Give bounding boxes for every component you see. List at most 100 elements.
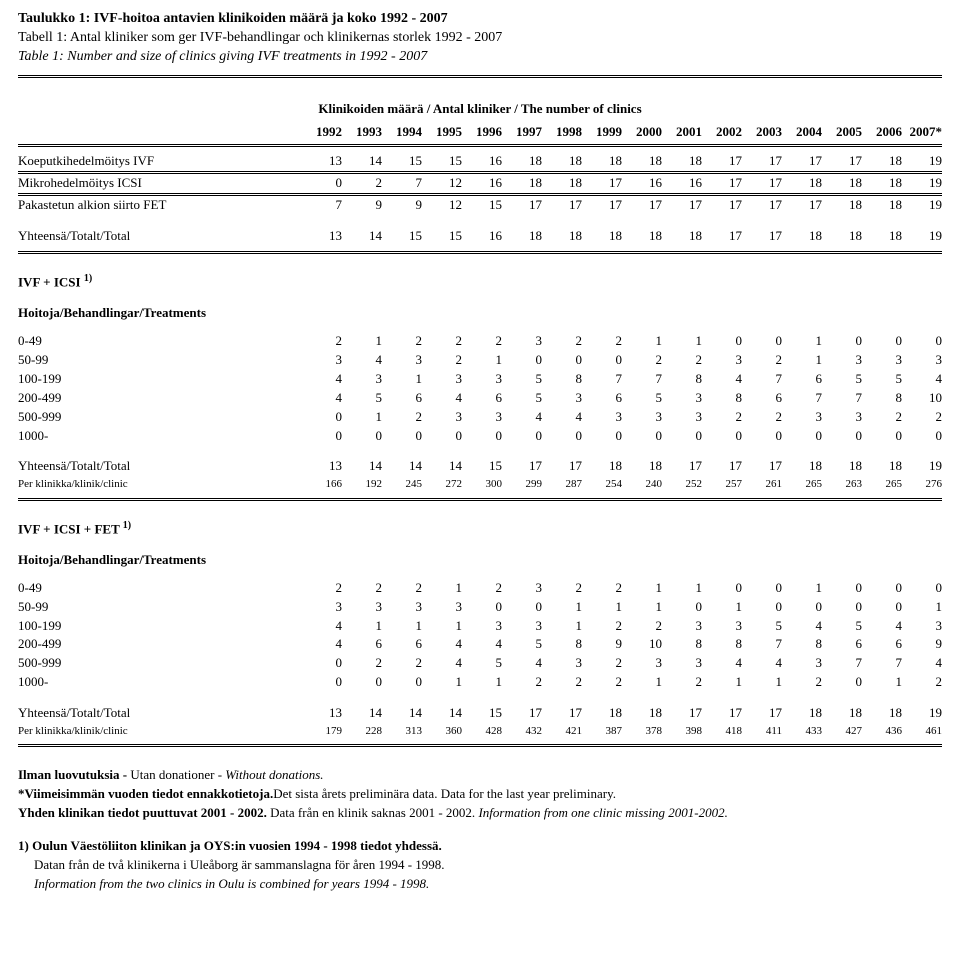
row-label: 50-99 bbox=[18, 351, 302, 370]
cell: 10 bbox=[902, 389, 942, 408]
cell: 0 bbox=[822, 579, 862, 598]
cell: 17 bbox=[742, 704, 782, 723]
cell: 1 bbox=[462, 351, 502, 370]
cell: 14 bbox=[342, 704, 382, 723]
cell: 5 bbox=[822, 370, 862, 389]
cell: 265 bbox=[782, 476, 822, 499]
cell: 2 bbox=[582, 654, 622, 673]
cell: 3 bbox=[782, 654, 822, 673]
footnote-sup: 1) bbox=[123, 520, 131, 531]
note5: Datan från de två klinikerna i Uleåborg … bbox=[18, 856, 942, 875]
year-col: 1994 bbox=[382, 122, 422, 146]
cell: 19 bbox=[902, 227, 942, 252]
cell: 8 bbox=[542, 635, 582, 654]
cell: 4 bbox=[302, 635, 342, 654]
cell: 18 bbox=[542, 146, 582, 173]
cell: 418 bbox=[702, 723, 742, 746]
cell: 18 bbox=[822, 704, 862, 723]
cell: 7 bbox=[782, 389, 822, 408]
cell: 0 bbox=[582, 351, 622, 370]
cell: 3 bbox=[302, 351, 342, 370]
cell: 18 bbox=[622, 146, 662, 173]
cell: 2 bbox=[302, 579, 342, 598]
cell: 16 bbox=[462, 146, 502, 173]
footnotes: Ilman luovutuksia - Utan donationer - Wi… bbox=[18, 766, 942, 893]
cell: 0 bbox=[502, 427, 542, 446]
cell: 1 bbox=[382, 370, 422, 389]
cell: 17 bbox=[502, 457, 542, 476]
table-row: 50-993333001110100001 bbox=[18, 598, 942, 617]
cell: 1 bbox=[702, 598, 742, 617]
cell: 18 bbox=[622, 227, 662, 252]
cell: 4 bbox=[902, 654, 942, 673]
cell: 5 bbox=[502, 370, 542, 389]
cell: 4 bbox=[422, 389, 462, 408]
cell: 13 bbox=[302, 457, 342, 476]
cell: 0 bbox=[822, 332, 862, 351]
hbt-fi: Hoitoja/ bbox=[18, 305, 64, 320]
note1-fi: Ilman luovutuksia - bbox=[18, 767, 127, 782]
cell: 19 bbox=[902, 173, 942, 195]
title-en: Table 1: Number and size of clinics givi… bbox=[18, 48, 942, 67]
cell: 3 bbox=[422, 598, 462, 617]
cell: 5 bbox=[462, 654, 502, 673]
table-row: 1000-0001122212112012 bbox=[18, 673, 942, 692]
cell: 0 bbox=[662, 598, 702, 617]
year-header-row: 1992199319941995199619971998199920002001… bbox=[18, 122, 942, 146]
cell: 4 bbox=[902, 370, 942, 389]
cell: 1 bbox=[342, 408, 382, 427]
cell: 0 bbox=[742, 598, 782, 617]
year-col: 1993 bbox=[342, 122, 382, 146]
cell: 1 bbox=[542, 617, 582, 636]
cell: 7 bbox=[582, 370, 622, 389]
cell: 3 bbox=[662, 617, 702, 636]
cell: 1 bbox=[622, 598, 662, 617]
cell: 8 bbox=[542, 370, 582, 389]
cell: 8 bbox=[862, 389, 902, 408]
table-row: 200-49945646536538677810 bbox=[18, 389, 942, 408]
year-col: 2007* bbox=[902, 122, 942, 146]
cell: 0 bbox=[902, 427, 942, 446]
cell: 17 bbox=[822, 146, 862, 173]
data-table: Klinikoiden määrä / Antal kliniker / The… bbox=[18, 75, 942, 753]
cell: 2 bbox=[902, 673, 942, 692]
row-label: Per klinikka/klinik/clinic bbox=[18, 723, 302, 746]
cell: 5 bbox=[862, 370, 902, 389]
cell: 17 bbox=[622, 195, 662, 215]
cell: 18 bbox=[502, 146, 542, 173]
year-col: 2004 bbox=[782, 122, 822, 146]
cell: 0 bbox=[342, 673, 382, 692]
year-col: 2000 bbox=[622, 122, 662, 146]
cell: 0 bbox=[702, 427, 742, 446]
year-col: 1999 bbox=[582, 122, 622, 146]
year-col: 1996 bbox=[462, 122, 502, 146]
cell: 12 bbox=[422, 173, 462, 195]
cell: 1 bbox=[342, 332, 382, 351]
cell: 254 bbox=[582, 476, 622, 499]
cell: 0 bbox=[462, 598, 502, 617]
ivf-icsi-header: IVF + ICSI 1) bbox=[18, 253, 942, 296]
year-col: 1992 bbox=[302, 122, 342, 146]
row-label: 100-199 bbox=[18, 370, 302, 389]
cell: 17 bbox=[662, 195, 702, 215]
cell: 9 bbox=[902, 635, 942, 654]
cell: 1 bbox=[622, 673, 662, 692]
cell: 18 bbox=[862, 173, 902, 195]
cell: 7 bbox=[822, 654, 862, 673]
cell: 2 bbox=[782, 673, 822, 692]
cell: 18 bbox=[582, 457, 622, 476]
cell: 2 bbox=[582, 579, 622, 598]
cell: 17 bbox=[782, 195, 822, 215]
year-col: 2003 bbox=[742, 122, 782, 146]
cell: 0 bbox=[822, 598, 862, 617]
cell: 3 bbox=[302, 598, 342, 617]
year-col: 1995 bbox=[422, 122, 462, 146]
cell: 421 bbox=[542, 723, 582, 746]
cell: 3 bbox=[902, 351, 942, 370]
cell: 7 bbox=[382, 173, 422, 195]
cell: 10 bbox=[622, 635, 662, 654]
cell: 0 bbox=[302, 673, 342, 692]
cell: 1 bbox=[622, 332, 662, 351]
cell: 18 bbox=[502, 227, 542, 252]
cell: 4 bbox=[542, 408, 582, 427]
